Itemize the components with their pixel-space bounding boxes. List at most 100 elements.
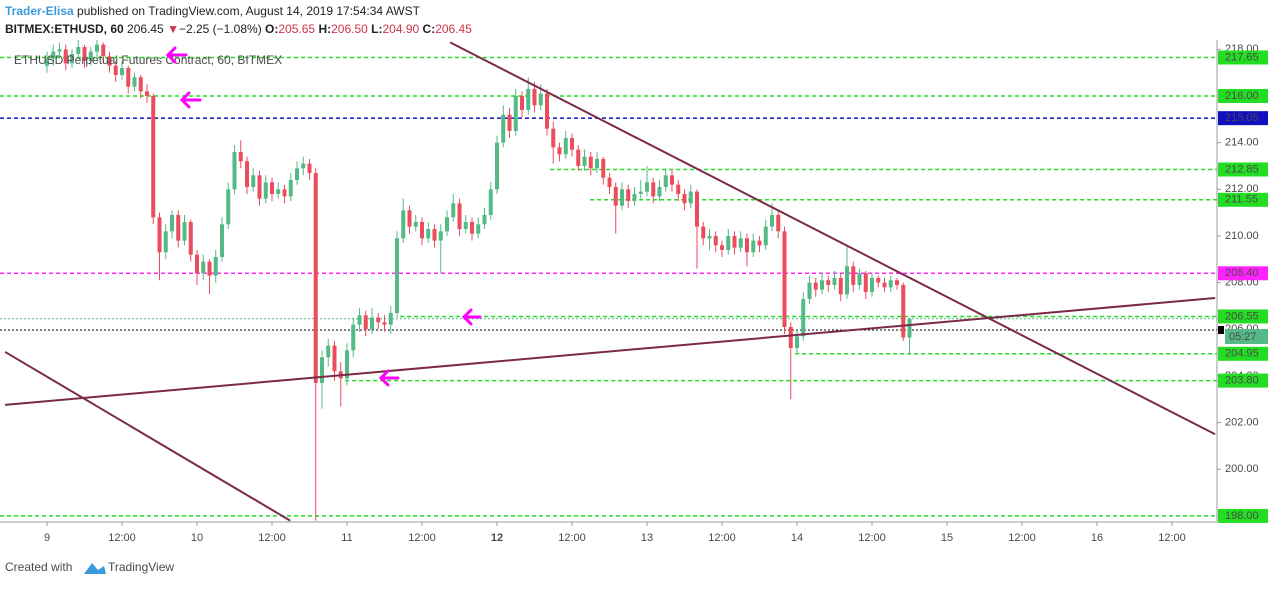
countdown: 05:27 (1229, 331, 1257, 343)
candle-body (257, 175, 262, 199)
candle-body (301, 163, 306, 169)
level-label: 203.80 (1225, 375, 1259, 387)
x-tick-label: 12:00 (408, 532, 436, 544)
x-tick-label: 11 (341, 532, 352, 544)
candle-body (882, 282, 887, 288)
candle-body (195, 254, 199, 274)
candle-body (220, 224, 224, 257)
candle-body (438, 231, 443, 241)
candle-body (320, 357, 324, 383)
candle-body (732, 235, 737, 248)
ohlc-label: H: (318, 22, 331, 36)
last: 206.45 (127, 22, 164, 36)
arrow (165, 46, 188, 64)
candle-body (307, 163, 312, 173)
candle-body (101, 44, 106, 57)
candle-body (538, 93, 543, 106)
candle-body (657, 186, 662, 197)
annotation-arrows (165, 46, 482, 387)
candle-body (545, 93, 549, 129)
candle-body (213, 256, 218, 276)
candle-body (520, 95, 524, 110)
candle-body (613, 186, 618, 206)
candle-body (57, 49, 62, 52)
candle-body (651, 182, 656, 197)
candle-body (238, 151, 243, 162)
candle-body (820, 280, 824, 290)
candle-body (620, 189, 624, 206)
candle-body (582, 156, 587, 166)
ohlc-value: 205.65 (278, 22, 315, 36)
candle-body (713, 235, 718, 246)
candle-body (638, 191, 643, 194)
candle-body (501, 114, 506, 143)
candle-body (832, 277, 837, 285)
x-tick-label: 9 (44, 532, 50, 544)
candle-body (288, 179, 293, 197)
candle-body (163, 231, 168, 253)
candle-body (895, 280, 899, 285)
candle-body (495, 142, 499, 190)
candle-body (176, 214, 181, 241)
plot (0, 40, 1217, 522)
candle-body (463, 221, 468, 229)
candle-body (126, 67, 131, 87)
candle-body (570, 137, 574, 150)
candle-body (76, 46, 81, 54)
candle-body (795, 336, 799, 348)
x-tick-label: 10 (191, 532, 203, 544)
candle-body (670, 175, 674, 185)
candle-body (607, 177, 612, 187)
candle-body (701, 226, 706, 239)
candle-body (351, 324, 356, 351)
x-tick-label: 12:00 (1158, 532, 1186, 544)
candle-body (188, 221, 193, 255)
x-tick-label: 14 (791, 532, 803, 544)
x-tick-label: 16 (1091, 532, 1103, 544)
x-tick-label: 12:00 (1008, 532, 1036, 544)
candle-body (388, 312, 393, 325)
level-label: 217.65 (1225, 51, 1259, 63)
candle-body (807, 282, 812, 299)
level-label-box (1218, 162, 1268, 177)
candle-body (451, 203, 456, 218)
change: −2.25 (−1.08%) (179, 22, 262, 36)
level-label: 216.00 (1225, 90, 1259, 102)
candle-body (382, 322, 387, 325)
candle-body (345, 350, 349, 379)
candle-body (782, 231, 787, 327)
price-marker (1218, 325, 1224, 334)
level-label: 206.55 (1225, 310, 1259, 322)
candle-body (776, 214, 781, 232)
candle-body (313, 172, 318, 383)
candle-body (426, 228, 431, 239)
candle-body (295, 168, 299, 180)
candle-body (626, 189, 631, 201)
arrow (179, 91, 202, 109)
candle-body (845, 266, 849, 295)
candle-body (207, 261, 212, 276)
candle-body (645, 182, 649, 192)
level-label-box (1218, 111, 1268, 126)
candle-body (145, 91, 149, 96)
candle-body (63, 49, 68, 64)
candle-body (757, 240, 762, 246)
candle-body (557, 147, 562, 155)
candle-body (826, 280, 831, 285)
candle-body (563, 137, 568, 155)
candle-body (888, 280, 893, 288)
trendline (5, 297, 1216, 406)
x-tick-label: 15 (941, 532, 953, 544)
candle-body (370, 317, 374, 330)
candle-body (395, 238, 399, 313)
footer-brand: TradingView (108, 560, 174, 574)
candle-body (676, 184, 681, 194)
candle-body (476, 224, 481, 234)
y-tick-label: 214.00 (1225, 137, 1259, 149)
candle-body (138, 77, 143, 92)
candle-body (801, 298, 806, 337)
change-arrow: ▼ (167, 22, 179, 36)
candle-body (326, 345, 331, 358)
x-tick-label: 12 (491, 532, 503, 544)
candle-body (332, 345, 337, 372)
